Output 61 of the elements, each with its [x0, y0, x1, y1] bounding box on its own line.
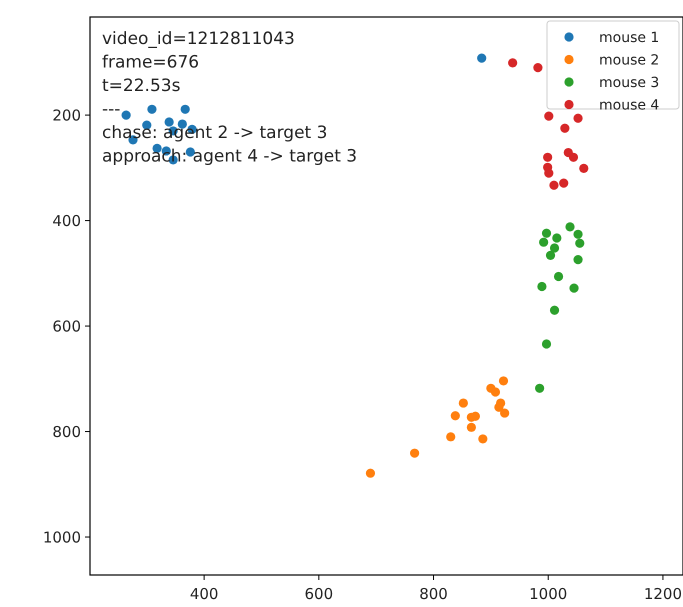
- point: [544, 168, 554, 178]
- point: [533, 63, 543, 72]
- y-tick-label: 600: [52, 317, 81, 336]
- y-tick-label: 1000: [42, 528, 81, 546]
- point: [552, 233, 562, 243]
- point: [477, 54, 486, 63]
- point: [490, 387, 500, 397]
- annotation: t=22.53s: [102, 76, 181, 96]
- annotation: chase: agent 2 -> target 3: [102, 123, 328, 143]
- legend-label: mouse 2: [599, 52, 660, 68]
- point: [410, 448, 420, 458]
- point: [549, 180, 559, 190]
- point: [560, 124, 570, 133]
- x-tick-label: 1000: [529, 585, 568, 603]
- legend-label: mouse 1: [599, 30, 660, 46]
- point: [446, 432, 456, 442]
- point: [579, 164, 588, 173]
- x-tick-label: 800: [419, 585, 448, 603]
- point: [554, 272, 564, 282]
- point: [450, 411, 460, 420]
- point: [568, 152, 578, 162]
- x-tick-label: 1200: [644, 585, 682, 603]
- point: [573, 255, 583, 264]
- point: [366, 468, 376, 478]
- annotation: video_id=1212811043: [102, 29, 295, 49]
- point: [569, 284, 579, 293]
- point: [546, 250, 556, 260]
- point: [535, 384, 544, 393]
- point: [542, 228, 552, 238]
- point: [565, 222, 575, 232]
- point: [466, 422, 476, 432]
- legend-label: mouse 4: [599, 97, 660, 114]
- point: [478, 434, 488, 444]
- point: [508, 58, 518, 68]
- point: [542, 339, 552, 349]
- point: [164, 117, 174, 127]
- x-tick-label: 400: [190, 585, 218, 603]
- point: [573, 114, 583, 123]
- point: [147, 104, 157, 114]
- y-tick-label: 200: [52, 106, 81, 124]
- point: [544, 112, 554, 121]
- point: [550, 243, 560, 253]
- point: [122, 110, 131, 120]
- point: [537, 282, 547, 292]
- point: [575, 238, 584, 248]
- point: [539, 238, 548, 247]
- point: [573, 230, 583, 239]
- x-tick-label: 600: [304, 585, 334, 603]
- point: [543, 152, 552, 162]
- y-tick-label: 800: [52, 422, 81, 441]
- annotation: ---: [102, 100, 120, 120]
- point: [180, 104, 190, 114]
- point: [500, 408, 510, 418]
- point: [550, 306, 560, 315]
- point: [559, 178, 568, 188]
- point: [498, 376, 508, 386]
- y-tick-label: 400: [52, 212, 81, 230]
- annotation: frame=676: [102, 52, 200, 72]
- legend-label: mouse 3: [599, 74, 660, 91]
- point: [494, 402, 504, 412]
- point: [458, 398, 468, 408]
